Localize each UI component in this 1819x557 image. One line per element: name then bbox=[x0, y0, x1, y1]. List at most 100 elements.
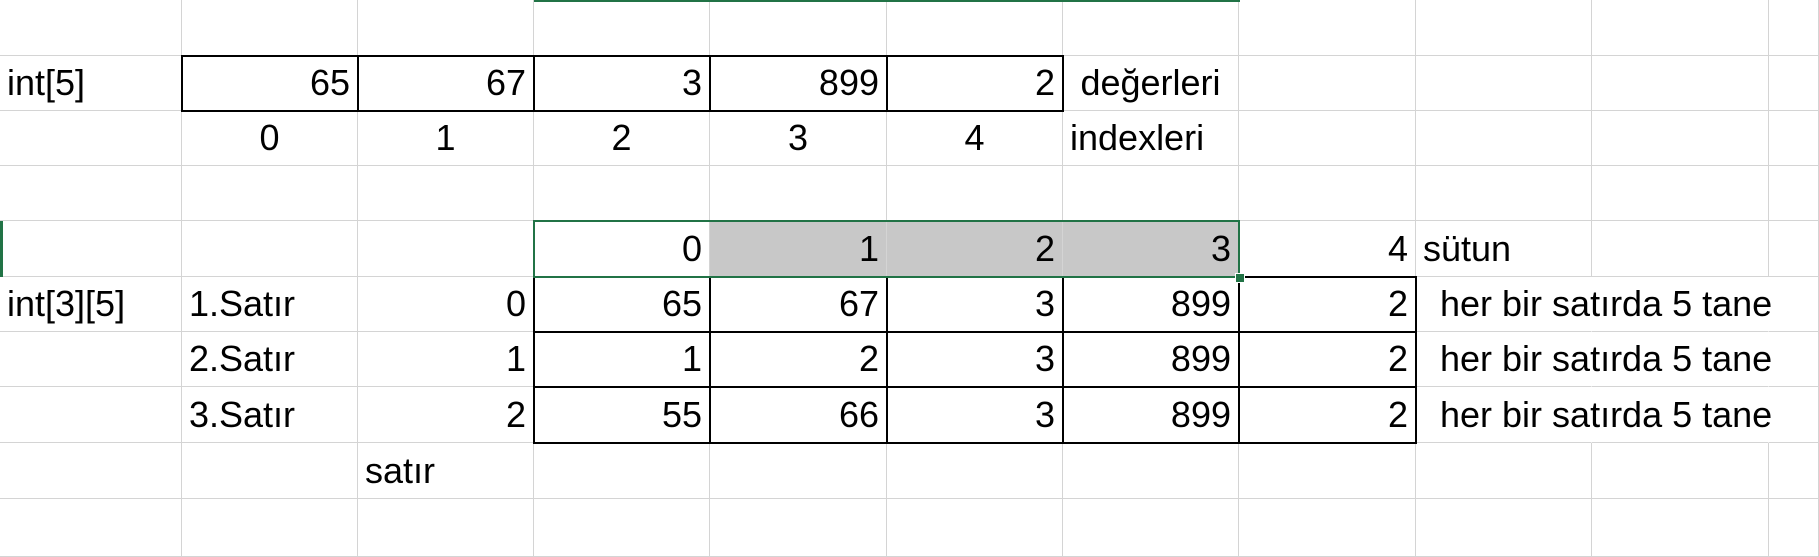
cell-G9[interactable] bbox=[1063, 443, 1239, 499]
cell-A9[interactable] bbox=[0, 443, 182, 499]
cell-G4[interactable] bbox=[1063, 166, 1239, 221]
cell-I9[interactable] bbox=[1416, 443, 1592, 499]
cell-B9[interactable] bbox=[182, 443, 358, 499]
row-index-0[interactable]: 0 bbox=[358, 277, 534, 332]
index-cell-4[interactable]: 4 bbox=[887, 111, 1063, 166]
row-note-1[interactable]: her bir satırda 5 tane bbox=[1416, 277, 1772, 332]
value-cell-3[interactable]: 899 bbox=[710, 56, 887, 111]
cell-K9[interactable] bbox=[1769, 443, 1819, 499]
cell-K6[interactable] bbox=[1769, 277, 1819, 332]
cell-I2[interactable] bbox=[1416, 56, 1592, 111]
array-label-1d[interactable]: int[5] bbox=[0, 56, 182, 111]
cell-K5[interactable] bbox=[1769, 221, 1819, 277]
column-header-1[interactable]: 1 bbox=[710, 221, 887, 277]
matrix-cell-0-4[interactable]: 2 bbox=[1239, 277, 1416, 332]
row-name-2[interactable]: 2.Satır bbox=[182, 332, 358, 387]
cell-C10[interactable] bbox=[358, 499, 534, 557]
cell-H2[interactable] bbox=[1239, 56, 1416, 111]
values-note[interactable]: değerleri bbox=[1063, 56, 1239, 111]
matrix-cell-2-4[interactable]: 2 bbox=[1239, 387, 1416, 443]
cell-E4[interactable] bbox=[710, 166, 887, 221]
cell-I1[interactable] bbox=[1416, 0, 1592, 56]
row-name-1[interactable]: 1.Satır bbox=[182, 277, 358, 332]
index-cell-3[interactable]: 3 bbox=[710, 111, 887, 166]
matrix-cell-0-3[interactable]: 899 bbox=[1063, 277, 1239, 332]
cell-F9[interactable] bbox=[887, 443, 1063, 499]
row-axis-label[interactable]: satır bbox=[358, 443, 534, 499]
cell-D9[interactable] bbox=[534, 443, 710, 499]
columns-note[interactable]: sütun bbox=[1416, 221, 1592, 277]
cell-A7[interactable] bbox=[0, 332, 182, 387]
column-header-2[interactable]: 2 bbox=[887, 221, 1063, 277]
cell-H9[interactable] bbox=[1239, 443, 1416, 499]
cell-A8[interactable] bbox=[0, 387, 182, 443]
cell-B5[interactable] bbox=[182, 221, 358, 277]
fill-handle[interactable] bbox=[1235, 273, 1245, 283]
indexes-note[interactable]: indexleri bbox=[1063, 111, 1239, 166]
cell-F4[interactable] bbox=[887, 166, 1063, 221]
matrix-cell-1-1[interactable]: 2 bbox=[710, 332, 887, 387]
cell-K1[interactable] bbox=[1769, 0, 1819, 56]
cell-B10[interactable] bbox=[182, 499, 358, 557]
cell-E10[interactable] bbox=[710, 499, 887, 557]
cell-D1[interactable] bbox=[534, 0, 710, 56]
cell-E1[interactable] bbox=[710, 0, 887, 56]
cell-K7[interactable] bbox=[1769, 332, 1819, 387]
row-note-3[interactable]: her bir satırda 5 tane bbox=[1416, 387, 1772, 443]
matrix-cell-1-2[interactable]: 3 bbox=[887, 332, 1063, 387]
cell-J4[interactable] bbox=[1592, 166, 1769, 221]
cell-K10[interactable] bbox=[1769, 499, 1819, 557]
value-cell-2[interactable]: 3 bbox=[534, 56, 710, 111]
matrix-cell-1-0[interactable]: 1 bbox=[534, 332, 710, 387]
matrix-cell-0-1[interactable]: 67 bbox=[710, 277, 887, 332]
matrix-cell-0-2[interactable]: 3 bbox=[887, 277, 1063, 332]
cell-J1[interactable] bbox=[1592, 0, 1769, 56]
column-header-3[interactable]: 3 bbox=[1063, 221, 1239, 277]
cell-A10[interactable] bbox=[0, 499, 182, 557]
matrix-cell-2-3[interactable]: 899 bbox=[1063, 387, 1239, 443]
cell-E9[interactable] bbox=[710, 443, 887, 499]
matrix-cell-1-3[interactable]: 899 bbox=[1063, 332, 1239, 387]
cell-J3[interactable] bbox=[1592, 111, 1769, 166]
cell-K3[interactable] bbox=[1769, 111, 1819, 166]
cell-A5[interactable] bbox=[0, 221, 182, 277]
cell-H3[interactable] bbox=[1239, 111, 1416, 166]
row-index-2[interactable]: 2 bbox=[358, 387, 534, 443]
array-label-2d[interactable]: int[3][5] bbox=[0, 277, 182, 332]
matrix-cell-2-0[interactable]: 55 bbox=[534, 387, 710, 443]
cell-H1[interactable] bbox=[1239, 0, 1416, 56]
cell-F1[interactable] bbox=[887, 0, 1063, 56]
column-header-0[interactable]: 0 bbox=[534, 221, 710, 277]
cell-J6[interactable] bbox=[1592, 277, 1769, 332]
cell-C4[interactable] bbox=[358, 166, 534, 221]
value-cell-1[interactable]: 67 bbox=[358, 56, 534, 111]
cell-H4[interactable] bbox=[1239, 166, 1416, 221]
index-cell-2[interactable]: 2 bbox=[534, 111, 710, 166]
row-index-1[interactable]: 1 bbox=[358, 332, 534, 387]
cell-C5[interactable] bbox=[358, 221, 534, 277]
value-cell-4[interactable]: 2 bbox=[887, 56, 1063, 111]
cell-F10[interactable] bbox=[887, 499, 1063, 557]
cell-H10[interactable] bbox=[1239, 499, 1416, 557]
cell-J5[interactable] bbox=[1592, 221, 1769, 277]
cell-J10[interactable] bbox=[1592, 499, 1769, 557]
value-cell-0[interactable]: 65 bbox=[182, 56, 358, 111]
matrix-cell-2-1[interactable]: 66 bbox=[710, 387, 887, 443]
cell-C1[interactable] bbox=[358, 0, 534, 56]
index-cell-0[interactable]: 0 bbox=[182, 111, 358, 166]
row-name-3[interactable]: 3.Satır bbox=[182, 387, 358, 443]
cell-K4[interactable] bbox=[1769, 166, 1819, 221]
cell-K8[interactable] bbox=[1769, 387, 1819, 443]
cell-B1[interactable] bbox=[182, 0, 358, 56]
cell-D10[interactable] bbox=[534, 499, 710, 557]
cell-A3[interactable] bbox=[0, 111, 182, 166]
cell-G1[interactable] bbox=[1063, 0, 1239, 56]
cell-A1[interactable] bbox=[0, 0, 182, 56]
cell-I10[interactable] bbox=[1416, 499, 1592, 557]
cell-J9[interactable] bbox=[1592, 443, 1769, 499]
cell-K2[interactable] bbox=[1769, 56, 1819, 111]
cell-G10[interactable] bbox=[1063, 499, 1239, 557]
cell-D4[interactable] bbox=[534, 166, 710, 221]
index-cell-1[interactable]: 1 bbox=[358, 111, 534, 166]
